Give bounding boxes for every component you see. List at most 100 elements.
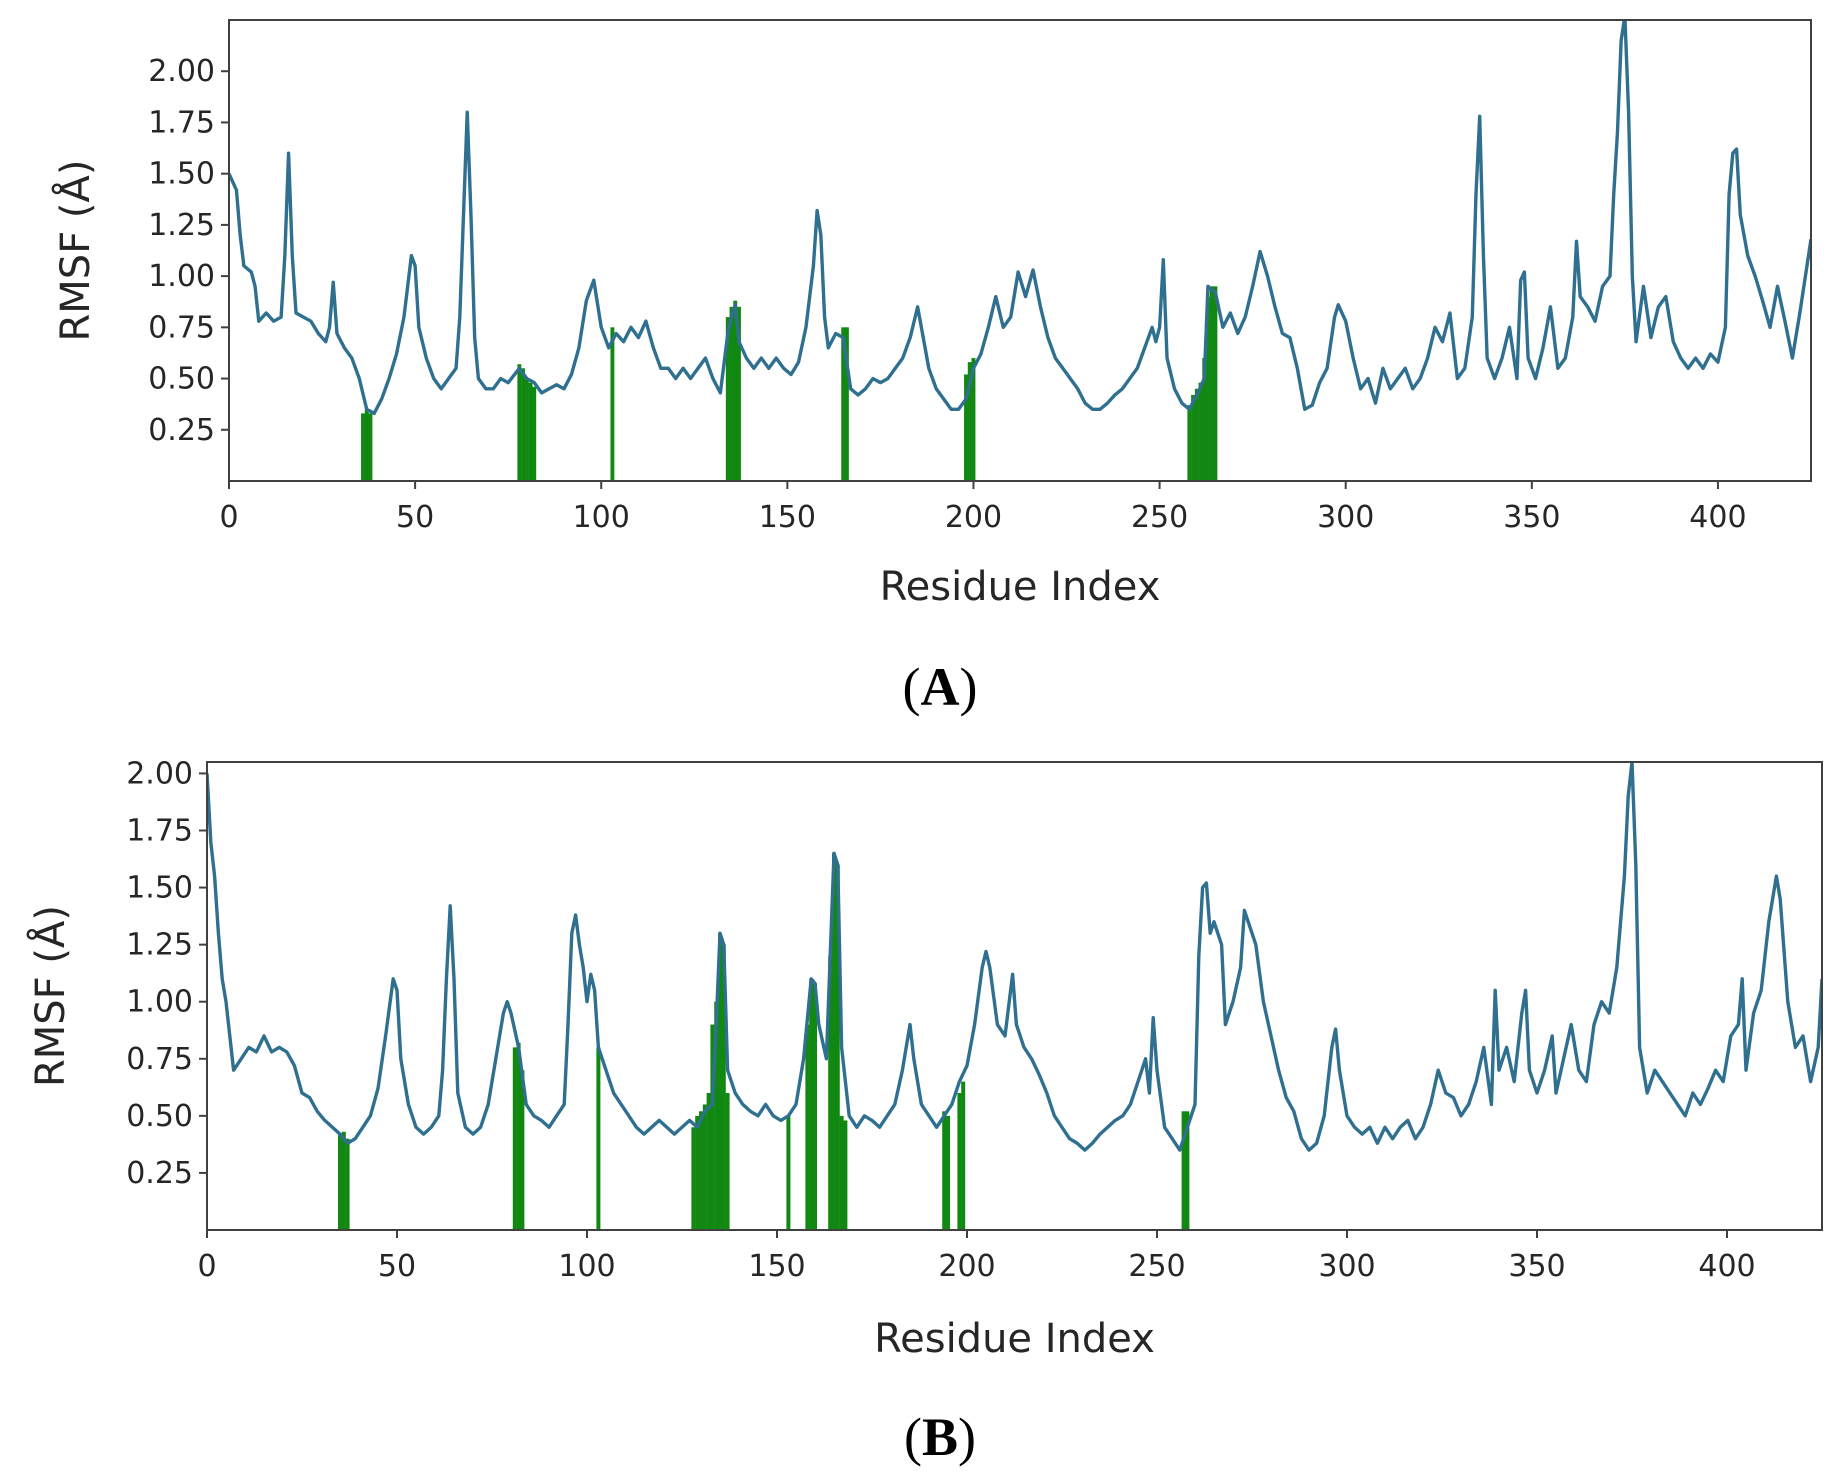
contact-bar (805, 1024, 810, 1230)
x-tick-label: 0 (219, 500, 238, 535)
contact-bar (520, 1070, 525, 1230)
y-tick-label: 2.00 (126, 756, 193, 791)
contact-bar (839, 1115, 844, 1230)
contact-bar (1202, 358, 1207, 481)
panel-label-a-close: ) (960, 657, 978, 717)
y-tick-label: 1.00 (148, 259, 215, 294)
y-tick-label: 0.50 (148, 362, 215, 397)
contact-bar (338, 1134, 342, 1230)
contact-bar (721, 944, 726, 1230)
x-tick-label: 400 (1689, 500, 1746, 535)
panel-label-a: (A) (903, 657, 978, 717)
x-ticks-a: 0 50 100 150 200 250 300 350 400 (219, 481, 1747, 535)
contact-bar (528, 382, 533, 481)
x-tick-label: 150 (759, 500, 816, 535)
x-tick-label: 300 (1318, 1249, 1375, 1284)
contact-bar (524, 378, 529, 481)
contact-bar (532, 386, 537, 481)
contact-bar (971, 358, 976, 481)
contact-bar (844, 327, 849, 481)
contact-bar (1181, 1111, 1186, 1230)
contact-bar (1194, 388, 1199, 481)
contact-bar (596, 1047, 601, 1230)
x-tick-label: 200 (938, 1249, 995, 1284)
contact-bar (809, 978, 814, 1230)
y-axis-label-a: RMSF (Å) (51, 160, 99, 342)
contact-bar (1209, 286, 1214, 481)
contact-bar (835, 864, 840, 1230)
y-tick-label: 0.25 (148, 413, 215, 448)
contact-bar (725, 1093, 730, 1230)
panel-label-a-letter: A (921, 657, 960, 717)
panel-b-chart: 0 50 100 150 200 250 300 350 400 0.25 0.50 0.75 1.0… (26, 756, 1823, 1467)
contact-bar (1213, 286, 1218, 481)
y-tick-label: 0.75 (126, 1042, 193, 1077)
contact-bars-a (361, 286, 1218, 481)
x-tick-label: 100 (573, 500, 630, 535)
y-axis-label-b: RMSF (Å) (26, 905, 74, 1087)
contact-bar (841, 327, 846, 481)
contact-bar (512, 1047, 517, 1230)
panel-label-a-open: ( (903, 657, 921, 717)
contact-bar (1206, 296, 1210, 481)
y-tick-label: 1.25 (148, 208, 215, 243)
contact-bar (967, 362, 972, 481)
contact-bar (961, 1081, 966, 1230)
contact-bar (1198, 382, 1203, 481)
x-axis-label-b: Residue Index (874, 1316, 1155, 1362)
contact-bar (843, 1120, 848, 1230)
x-axis-label-a: Residue Index (880, 564, 1161, 610)
contact-bar (699, 1111, 703, 1230)
y-ticks-a: 0.25 0.50 0.75 1.00 1.25 1.50 1.75 2.00 (148, 54, 229, 448)
y-tick-label: 1.50 (148, 157, 215, 192)
panel-label-b-open: ( (904, 1407, 922, 1467)
contact-bar (691, 1127, 696, 1230)
contact-bar (610, 327, 615, 481)
contact-bars-b (338, 853, 1190, 1230)
y-tick-label: 0.75 (148, 310, 215, 345)
panel-label-b-letter: B (922, 1407, 958, 1467)
y-tick-label: 0.50 (126, 1099, 193, 1134)
contact-bar (368, 413, 373, 481)
contact-bar (341, 1131, 346, 1230)
rmsf-line-b (207, 762, 1822, 1152)
rmsf-line-a (229, 20, 1811, 416)
contact-bar (813, 983, 817, 1230)
y-tick-label: 1.25 (126, 928, 193, 963)
contact-bar (714, 1001, 719, 1230)
y-tick-label: 0.25 (126, 1156, 193, 1191)
contact-bar (516, 1042, 521, 1230)
contact-bar (828, 956, 833, 1230)
x-tick-label: 350 (1508, 1249, 1565, 1284)
contact-bar (942, 1111, 947, 1230)
contact-bar (964, 374, 968, 481)
contact-bar (521, 368, 526, 481)
x-tick-label: 0 (197, 1249, 216, 1284)
x-tick-label: 100 (558, 1249, 615, 1284)
x-tick-label: 250 (1128, 1249, 1185, 1284)
contact-bar (1185, 1111, 1190, 1230)
contact-bar (832, 853, 836, 1230)
contact-bar (729, 306, 734, 481)
contact-bar (364, 409, 369, 481)
contact-bar (710, 1024, 715, 1230)
contact-bar (946, 1115, 950, 1230)
contact-bar (1191, 394, 1196, 481)
x-tick-label: 350 (1503, 500, 1560, 535)
contact-bar (706, 1093, 711, 1230)
panel-label-b: (B) (904, 1407, 976, 1467)
y-tick-label: 1.75 (148, 105, 215, 140)
x-tick-label: 400 (1698, 1249, 1755, 1284)
contact-bar (718, 933, 722, 1230)
y-ticks-b: 0.25 0.50 0.75 1.00 1.25 1.50 1.75 2.00 (126, 756, 207, 1191)
panel-label-b-close: ) (958, 1407, 976, 1467)
plot-frame-a (228, 19, 1812, 482)
contact-bar (725, 317, 730, 481)
x-tick-label: 50 (396, 500, 434, 535)
x-tick-label: 50 (378, 1249, 416, 1284)
x-tick-label: 150 (748, 1249, 805, 1284)
contact-bar (957, 1093, 962, 1230)
contact-bar (517, 364, 522, 481)
plot-frame-b (206, 761, 1823, 1231)
